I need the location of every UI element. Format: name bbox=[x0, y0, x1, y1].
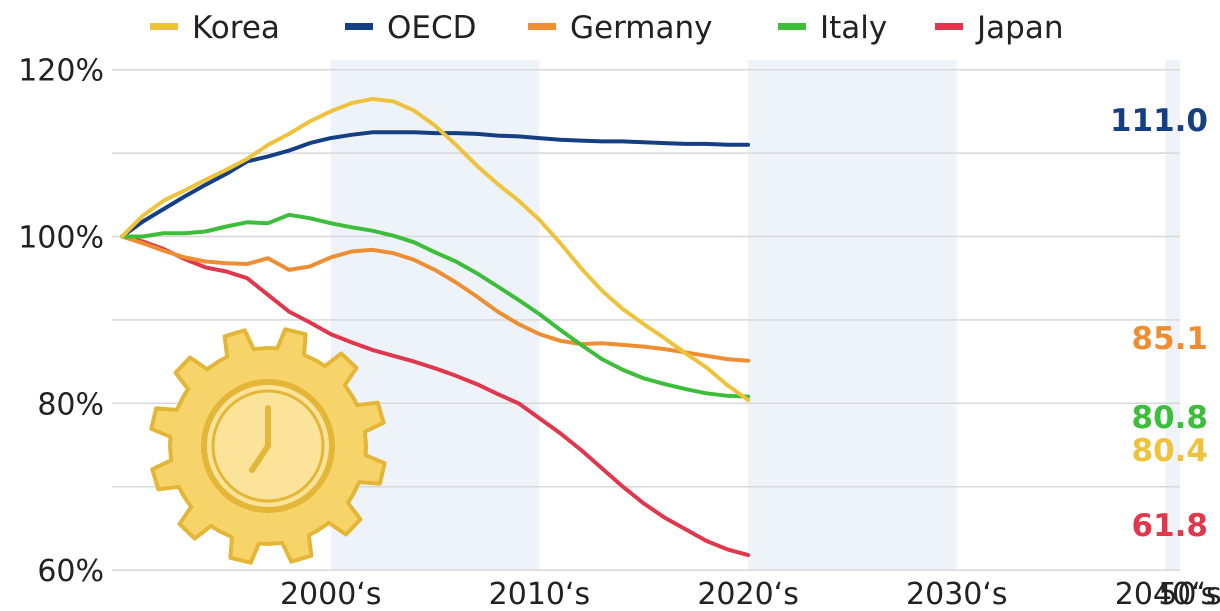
x-tick-label: 2000‘s bbox=[280, 577, 382, 611]
series-line-italy bbox=[120, 212, 751, 399]
decade-bands bbox=[330, 60, 1180, 570]
y-tick-label: 60% bbox=[37, 554, 104, 589]
legend-label-germany: Germany bbox=[570, 10, 712, 46]
y-tick-label: 80% bbox=[37, 387, 104, 422]
legend-label-italy: Italy bbox=[820, 10, 887, 46]
decade-band-1 bbox=[748, 60, 957, 570]
clock-rim bbox=[211, 389, 325, 503]
decade-band-2 bbox=[1165, 60, 1180, 570]
end-label-korea: 80.4 bbox=[1132, 433, 1209, 469]
end-label-germany: 85.1 bbox=[1132, 321, 1209, 357]
legend-label-korea: Korea bbox=[192, 10, 280, 46]
legend-swatch-italy bbox=[778, 23, 806, 30]
x-tick-label: 50‘s bbox=[1158, 577, 1220, 611]
end-label-oecd: 111.0 bbox=[1110, 103, 1208, 139]
legend-label-oecd: OECD bbox=[387, 10, 477, 46]
x-axis-ticks: 2000‘s 2010‘s 2020‘s 2030‘s 2040‘s50‘s bbox=[280, 577, 1220, 611]
legend: Korea OECD Germany Italy Japan bbox=[150, 10, 1063, 46]
x-tick-label: 2020‘s bbox=[697, 577, 799, 611]
legend-swatch-korea bbox=[150, 23, 178, 30]
y-axis-ticks: 60% 80% 100% 120% bbox=[18, 54, 104, 589]
gear-clock-icon bbox=[149, 327, 387, 565]
gridlines bbox=[112, 68, 1180, 571]
x-tick-label: 2040‘s bbox=[1115, 577, 1217, 611]
x-tick-label: 2010‘s bbox=[489, 577, 591, 611]
legend-swatch-oecd bbox=[345, 23, 373, 30]
clock-hand-hour bbox=[249, 443, 271, 473]
series-line-germany bbox=[120, 234, 751, 363]
end-value-labels: 80.4 111.0 85.1 80.8 61.8 bbox=[1110, 103, 1208, 544]
legend-label-japan: Japan bbox=[975, 10, 1063, 46]
y-tick-label: 120% bbox=[18, 54, 104, 89]
series-line-oecd bbox=[120, 130, 751, 239]
series-line-korea bbox=[120, 96, 751, 402]
series-line-japan bbox=[120, 234, 751, 558]
y-tick-label: 100% bbox=[18, 221, 104, 256]
series-lines bbox=[120, 96, 751, 558]
x-tick-label: 2030‘s bbox=[906, 577, 1008, 611]
legend-swatch-germany bbox=[528, 23, 556, 30]
legend-swatch-japan bbox=[935, 23, 963, 30]
end-label-japan: 61.8 bbox=[1132, 508, 1209, 544]
end-label-italy: 80.8 bbox=[1132, 400, 1209, 436]
